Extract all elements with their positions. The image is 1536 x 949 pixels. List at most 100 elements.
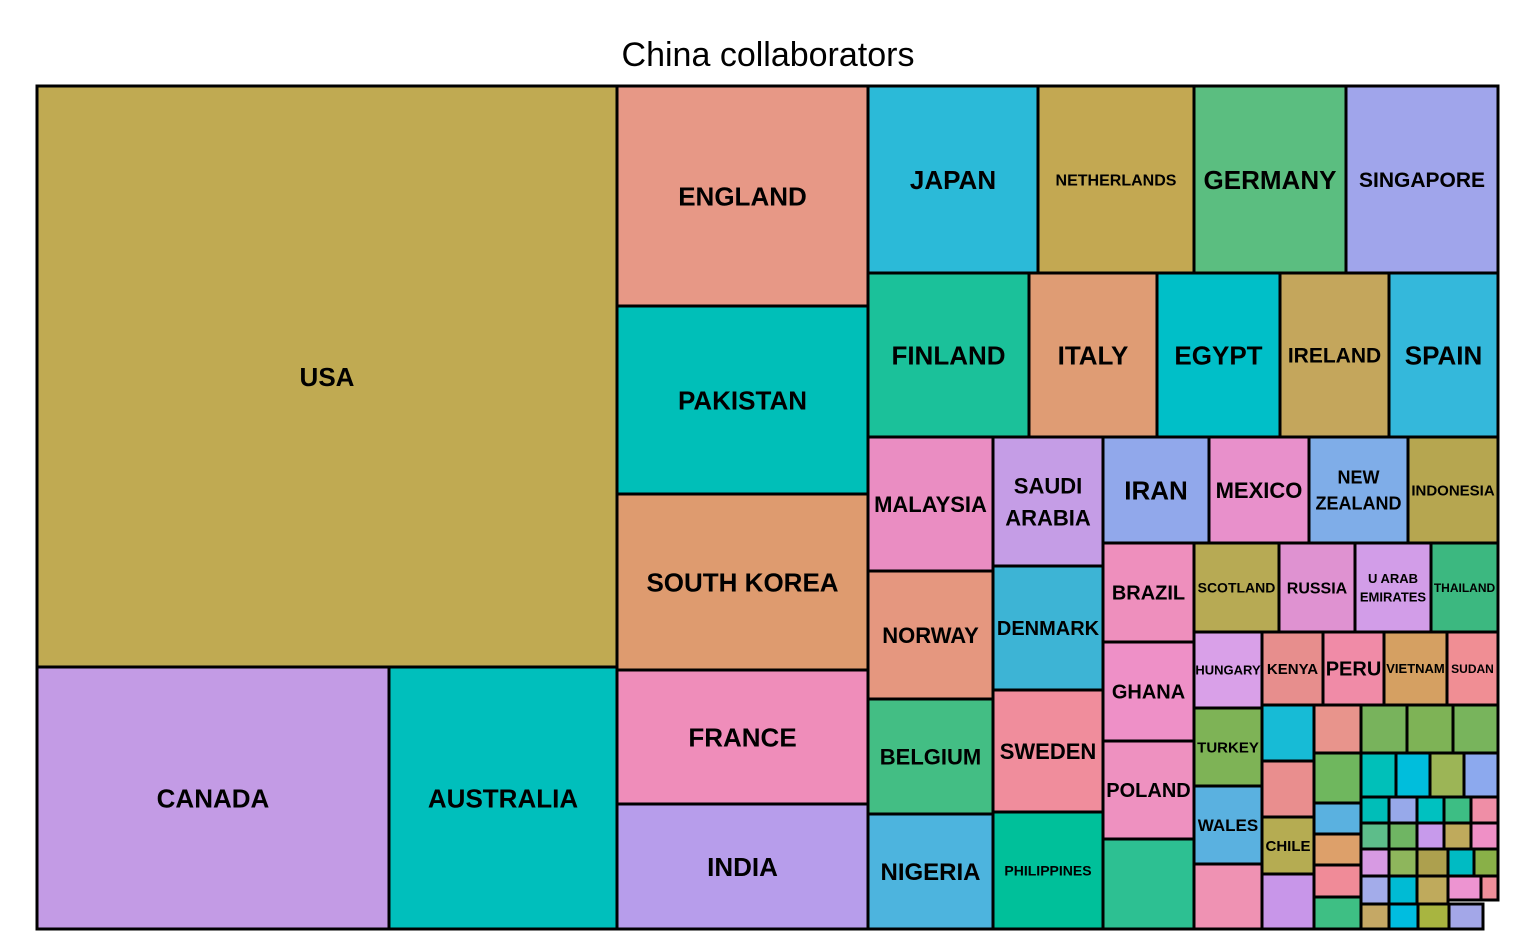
treemap-cell-england: ENGLAND [615,84,870,308]
treemap-cell-malaysia: MALAYSIA [866,435,995,573]
treemap-cell-brazil: BRAZIL [1101,541,1196,644]
treemap-cell-kenya: KENYA [1260,630,1325,707]
treemap-cell-wales: WALES [1192,784,1264,866]
treemap-label: EGYPT [1174,340,1262,370]
treemap-label: DENMARK [997,618,1100,640]
treemap-rect [1312,895,1363,931]
treemap-cell-nigeria: NIGERIA [866,812,995,931]
treemap-cell-poland: POLAND [1101,739,1196,841]
treemap-cell-unlabeled-72 [1359,847,1391,878]
treemap-cell-unlabeled-76 [1472,847,1500,878]
treemap-rect [1101,541,1196,644]
treemap-rect [1406,435,1500,545]
treemap-rect [1312,751,1363,805]
treemap-label: JAPAN [910,165,996,195]
treemap-cell-singapore: SINGAPORE [1344,84,1500,275]
treemap-rect [1415,847,1450,878]
treemap-cell-unlabeled-81 [1479,874,1500,902]
treemap-rect [1415,821,1446,851]
treemap-rect [1445,630,1500,707]
treemap-cell-unlabeled-57 [1312,895,1363,931]
treemap-rect [1192,862,1264,931]
treemap-cell-india: INDIA [615,802,870,931]
treemap-rect [615,84,870,308]
treemap-label: BELGIUM [880,744,981,769]
treemap-rect [1260,872,1316,931]
treemap-rect [1101,837,1196,931]
treemap-label: GHANA [1112,682,1185,704]
treemap-rect [1353,541,1433,634]
treemap-cell-canada: CANADA [35,665,391,931]
treemap-cell-unlabeled-77 [1359,874,1391,906]
treemap-cell-unlabeled-79 [1415,874,1450,906]
treemap-label: CHILE [1266,838,1311,855]
treemap-label: MEXICO [1216,478,1303,503]
treemap-cell-unlabeled-63 [1387,795,1419,825]
treemap-label: KENYA [1267,661,1318,678]
treemap-rect [1442,821,1473,851]
treemap-cell-unlabeled-60 [1428,751,1466,799]
treemap-label: ITALY [1058,340,1129,370]
treemap-cell-norway: NORWAY [866,569,995,701]
treemap-rect [1036,84,1196,275]
treemap-cell-unlabeled-50 [1359,703,1409,755]
treemap-cell-indonesia: INDONESIA [1406,435,1500,545]
treemap-cell-unlabeled-48 [1260,759,1316,819]
treemap-label: ENGLAND [678,181,807,211]
treemap-cell-iran: IRAN [1101,435,1211,545]
treemap-label: GERMANY [1204,165,1337,195]
treemap-rect [1415,795,1446,825]
treemap-label: PAKISTAN [678,385,807,415]
treemap-rect [991,688,1105,814]
treemap-cell-belgium: BELGIUM [866,697,995,816]
treemap-cell-unlabeled-69 [1415,821,1446,851]
treemap-cell-unlabeled-74 [1415,847,1450,878]
treemap-cell-sweden: SWEDEN [991,688,1105,814]
treemap-rect [1387,874,1419,906]
treemap-rect [866,435,995,573]
treemap-cell-russia: RUSSIA [1277,541,1357,634]
treemap-rect [1446,874,1483,902]
treemap-label: THAILAND [1434,581,1496,595]
treemap-cell-france: FRANCE [615,668,870,806]
treemap-label: SOUTH KOREA [646,567,838,597]
treemap-rect [387,665,619,931]
treemap-cell-egypt: EGYPT [1155,271,1282,439]
treemap-label: SWEDEN [1000,739,1097,764]
treemap-cell-ghana: GHANA [1101,640,1196,743]
treemap-rect [1312,801,1363,836]
treemap-cell-ireland: IRELAND [1278,271,1391,439]
treemap-rect [1260,759,1316,819]
treemap-cell-unlabeled-85 [1447,902,1485,931]
treemap-cell-sudan: SUDAN [1445,630,1500,707]
treemap-cell-hungary: HUNGARY [1192,630,1264,710]
treemap-rect [1479,874,1500,902]
treemap-rect [1387,271,1500,439]
treemap-cell-unlabeled-64 [1415,795,1446,825]
treemap-label: NIGERIA [880,859,980,886]
treemap-rect [1387,795,1419,825]
treemap-label: SUDAN [1451,662,1494,676]
treemap-rect [1405,703,1455,755]
treemap-cell-usa: USA [35,84,619,669]
treemap-rect [1359,795,1391,825]
treemap-cell-turkey: TURKEY [1192,706,1264,788]
treemap-label: IRAN [1124,475,1188,505]
treemap-cell-unlabeled-52 [1451,703,1500,755]
treemap-label: IRELAND [1288,345,1381,368]
treemap-rect [1472,847,1500,878]
treemap-cell-italy: ITALY [1027,271,1159,439]
treemap-cell-thailand: THAILAND [1429,541,1500,634]
treemap-cell-denmark: DENMARK [991,564,1105,692]
treemap-cell-philippines: PHILIPPINES [991,810,1105,931]
treemap-cell-unlabeled-84 [1416,902,1451,931]
treemap-rect [1428,751,1466,799]
treemap-rect [1307,435,1410,545]
treemap-rect [991,435,1105,568]
treemap-rect [1387,902,1420,931]
treemap-cell-unlabeled-66 [1469,795,1500,825]
treemap-cell-unlabeled-68 [1387,821,1419,851]
treemap-rect [615,492,870,672]
treemap-cell-unlabeled-47 [1260,703,1316,763]
